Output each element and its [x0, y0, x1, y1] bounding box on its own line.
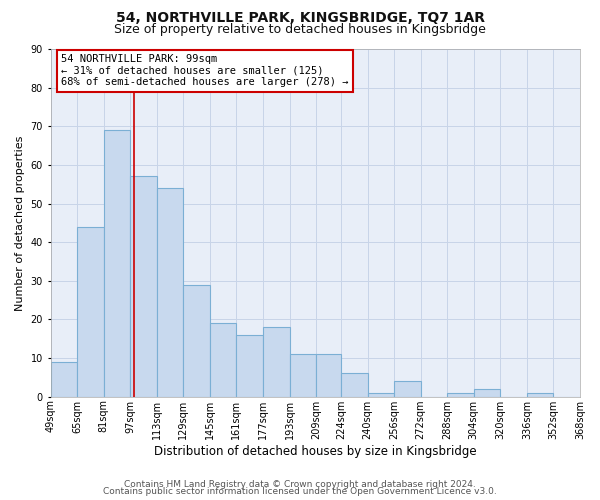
Bar	[236, 335, 263, 396]
Bar	[368, 393, 394, 396]
Bar	[341, 374, 368, 396]
X-axis label: Distribution of detached houses by size in Kingsbridge: Distribution of detached houses by size …	[154, 444, 476, 458]
Text: 54 NORTHVILLE PARK: 99sqm
← 31% of detached houses are smaller (125)
68% of semi: 54 NORTHVILLE PARK: 99sqm ← 31% of detac…	[61, 54, 349, 88]
Text: 54, NORTHVILLE PARK, KINGSBRIDGE, TQ7 1AR: 54, NORTHVILLE PARK, KINGSBRIDGE, TQ7 1A…	[115, 11, 485, 25]
Text: Contains HM Land Registry data © Crown copyright and database right 2024.: Contains HM Land Registry data © Crown c…	[124, 480, 476, 489]
Bar	[316, 354, 341, 397]
Y-axis label: Number of detached properties: Number of detached properties	[15, 135, 25, 310]
Bar	[130, 176, 157, 396]
Bar	[394, 381, 421, 396]
Bar	[447, 393, 474, 396]
Bar	[50, 362, 77, 396]
Bar	[210, 324, 236, 396]
Bar	[290, 354, 316, 397]
Bar	[527, 393, 553, 396]
Bar	[77, 226, 104, 396]
Bar	[104, 130, 130, 396]
Bar	[474, 389, 500, 396]
Text: Contains public sector information licensed under the Open Government Licence v3: Contains public sector information licen…	[103, 487, 497, 496]
Bar	[263, 327, 290, 396]
Text: Size of property relative to detached houses in Kingsbridge: Size of property relative to detached ho…	[114, 22, 486, 36]
Bar	[184, 284, 210, 397]
Bar	[157, 188, 184, 396]
